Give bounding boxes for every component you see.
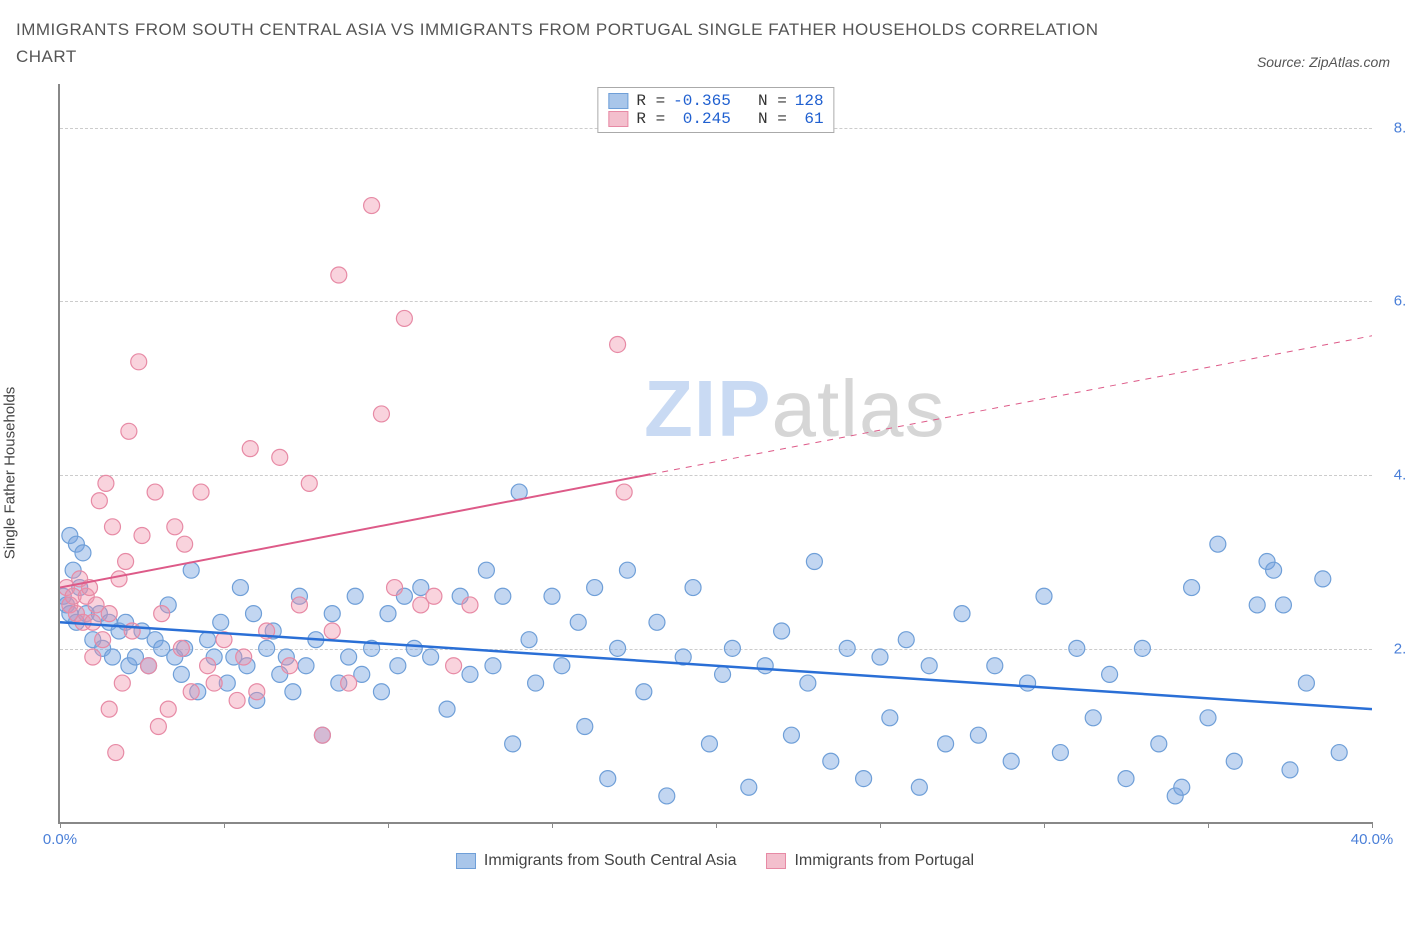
legend-swatch-2 bbox=[766, 853, 786, 869]
swatch-series-1 bbox=[608, 93, 628, 109]
stats-legend-box: R = -0.365 N = 128 R = 0.245 N = 61 bbox=[597, 87, 834, 133]
legend-label-1: Immigrants from South Central Asia bbox=[484, 852, 737, 870]
stat-n-label-1: N = bbox=[739, 92, 787, 110]
stat-r-label-1: R = bbox=[636, 92, 665, 110]
stat-n-value-1: 128 bbox=[795, 92, 824, 110]
legend-swatch-1 bbox=[456, 853, 476, 869]
y-tick-label: 4.0% bbox=[1394, 467, 1406, 484]
correlation-chart: IMMIGRANTS FROM SOUTH CENTRAL ASIA VS IM… bbox=[16, 16, 1390, 868]
chart-title: IMMIGRANTS FROM SOUTH CENTRAL ASIA VS IM… bbox=[16, 16, 1116, 70]
x-tick-label: 40.0% bbox=[1351, 831, 1394, 848]
y-tick-label: 2.0% bbox=[1394, 640, 1406, 657]
stat-r-value-1: -0.365 bbox=[673, 92, 731, 110]
title-row: IMMIGRANTS FROM SOUTH CENTRAL ASIA VS IM… bbox=[16, 16, 1390, 70]
y-tick-label: 6.0% bbox=[1394, 293, 1406, 310]
stats-row-series-1: R = -0.365 N = 128 bbox=[608, 92, 823, 110]
plot-svg bbox=[60, 84, 1372, 822]
plot-area: R = -0.365 N = 128 R = 0.245 N = 61 ZIPa… bbox=[58, 84, 1372, 824]
x-tick-label: 0.0% bbox=[43, 831, 77, 848]
bottom-legend: Immigrants from South Central Asia Immig… bbox=[58, 852, 1372, 870]
source-text: Source: ZipAtlas.com bbox=[1257, 54, 1390, 70]
y-axis-label: Single Father Households bbox=[2, 387, 19, 560]
y-tick-label: 8.0% bbox=[1394, 119, 1406, 136]
legend-label-2: Immigrants from Portugal bbox=[794, 852, 974, 870]
stat-r-value-2: 0.245 bbox=[673, 110, 731, 128]
plot-frame: Single Father Households R = -0.365 N = … bbox=[16, 78, 1390, 868]
stats-row-series-2: R = 0.245 N = 61 bbox=[608, 110, 823, 128]
legend-item-1: Immigrants from South Central Asia bbox=[456, 852, 737, 870]
swatch-series-2 bbox=[608, 111, 628, 127]
stat-n-value-2: 61 bbox=[795, 110, 824, 128]
stat-r-label-2: R = bbox=[636, 110, 665, 128]
stat-n-label-2: N = bbox=[739, 110, 787, 128]
legend-item-2: Immigrants from Portugal bbox=[766, 852, 974, 870]
